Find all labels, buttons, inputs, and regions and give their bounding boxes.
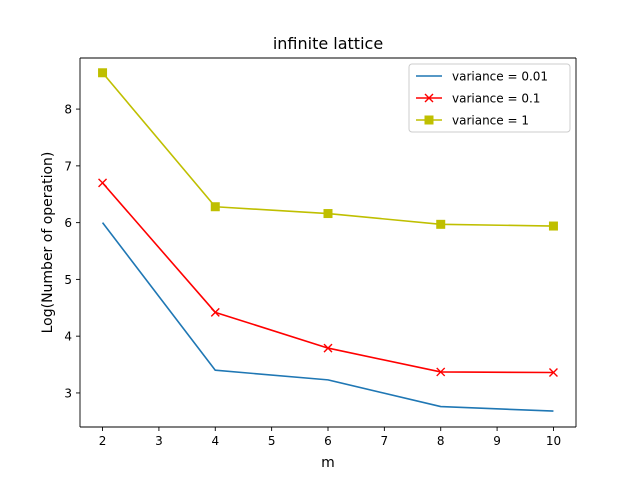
series-1-point-1	[210, 307, 220, 317]
series-1-point-4-stroke-b	[548, 368, 558, 377]
series-2-point-0	[98, 68, 108, 78]
x-tick-label-2: 2	[99, 434, 107, 448]
x-tick-label-5: 5	[268, 434, 276, 448]
legend-item-1-marker	[424, 93, 434, 103]
legend-item-2-marker	[424, 115, 434, 125]
y-axis-label: Log(Number of operation)	[40, 152, 56, 334]
series-2-point-1	[210, 202, 220, 212]
y-tick-label-7: 7	[64, 159, 72, 173]
series-2	[98, 68, 558, 231]
series-1-point-2-stroke-b	[323, 343, 333, 353]
legend-item-1: variance = 0.1	[416, 92, 540, 106]
x-tick-label-7: 7	[381, 434, 389, 448]
legend-item-0: variance = 0.01	[416, 70, 548, 84]
series-1-point-1-stroke-b	[210, 307, 220, 317]
series-1	[98, 178, 558, 377]
legend-items: variance = 0.01 variance = 0.1 variance = …	[416, 70, 548, 128]
x-axis-label: m	[321, 455, 335, 471]
x-tick-label-4: 4	[211, 434, 219, 448]
series-layer	[98, 68, 558, 412]
series-2-point-2	[323, 209, 333, 219]
x-tick-label-8: 8	[437, 434, 445, 448]
legend-item-2-label: variance = 1	[452, 114, 529, 128]
axes-layer: 2 3 4 5 6 7 8 9 10 3 4 5 6 7 8	[64, 57, 577, 448]
x-tick-label-3: 3	[155, 434, 163, 448]
legend-item-1-label: variance = 0.1	[452, 92, 540, 106]
series-1-point-3	[436, 367, 446, 377]
series-1-point-2	[323, 343, 333, 353]
y-tick-label-6: 6	[64, 216, 72, 230]
series-1-point-4	[548, 368, 558, 377]
y-tick-label-8: 8	[64, 103, 72, 117]
x-tick-label-10: 10	[546, 434, 561, 448]
legend-item-2: variance = 1	[416, 114, 529, 128]
y-tick-label-5: 5	[64, 273, 72, 287]
y-tick-label-3: 3	[64, 386, 72, 400]
series-0	[101, 222, 554, 412]
x-tick-label-9: 9	[493, 434, 501, 448]
series-1-point-0	[98, 178, 108, 188]
legend-frame	[408, 63, 571, 133]
legend-item-1-marker-stroke-b	[424, 93, 434, 103]
y-tick-label-4: 4	[64, 330, 72, 344]
x-tick-label-6: 6	[324, 434, 332, 448]
series-0-line	[101, 222, 554, 412]
legend-item-0-label: variance = 0.01	[452, 70, 548, 84]
series-1-point-3-stroke-b	[436, 367, 446, 377]
legend: variance = 0.01 variance = 0.1 variance = …	[408, 63, 571, 133]
series-1-point-0-stroke-b	[98, 178, 108, 188]
series-2-point-4	[548, 221, 558, 231]
series-2-point-3	[436, 219, 446, 229]
chart-title: infinite lattice	[273, 34, 383, 53]
